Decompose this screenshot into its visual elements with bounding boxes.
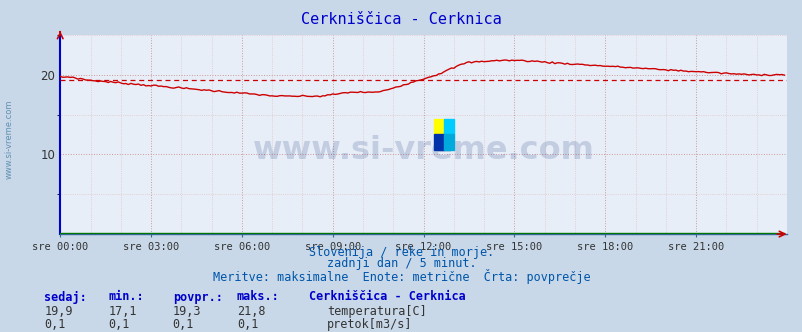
Text: www.si-vreme.com: www.si-vreme.com (5, 100, 14, 179)
Text: zadnji dan / 5 minut.: zadnji dan / 5 minut. (326, 257, 476, 270)
Bar (433, 134, 444, 150)
Text: 0,1: 0,1 (44, 318, 66, 331)
Text: www.si-vreme.com: www.si-vreme.com (253, 135, 593, 166)
Bar (433, 119, 444, 134)
Bar (444, 119, 453, 134)
Text: 0,1: 0,1 (172, 318, 194, 331)
Text: min.:: min.: (108, 290, 144, 303)
Text: 0,1: 0,1 (108, 318, 130, 331)
Text: Meritve: maksimalne  Enote: metrične  Črta: povprečje: Meritve: maksimalne Enote: metrične Črta… (213, 269, 589, 284)
Bar (444, 134, 453, 150)
Text: maks.:: maks.: (237, 290, 279, 303)
Text: 17,1: 17,1 (108, 305, 136, 318)
Text: povpr.:: povpr.: (172, 290, 222, 303)
Text: Cerkniščica - Cerknica: Cerkniščica - Cerknica (301, 12, 501, 27)
Text: 21,8: 21,8 (237, 305, 265, 318)
Text: temperatura[C]: temperatura[C] (326, 305, 426, 318)
Text: 19,3: 19,3 (172, 305, 200, 318)
Text: Cerkniščica - Cerknica: Cerkniščica - Cerknica (309, 290, 465, 303)
Text: 19,9: 19,9 (44, 305, 72, 318)
Text: sedaj:: sedaj: (44, 290, 87, 303)
Text: 0,1: 0,1 (237, 318, 258, 331)
Text: Slovenija / reke in morje.: Slovenija / reke in morje. (309, 246, 493, 259)
Text: pretok[m3/s]: pretok[m3/s] (326, 318, 411, 331)
